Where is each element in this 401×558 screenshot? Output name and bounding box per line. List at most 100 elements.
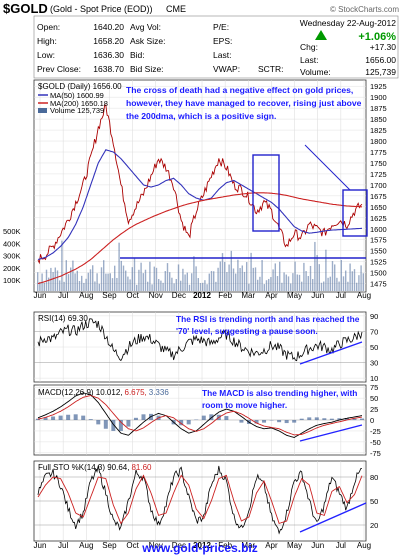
month-label-bottom: Dec	[172, 541, 186, 550]
exchange-label: CME	[166, 4, 186, 14]
volume-bar	[235, 273, 237, 291]
annotation-macd: The MACD is also trending higher, with r…	[202, 388, 358, 410]
price-tick-label: 1775	[370, 148, 387, 157]
quote-mid-label: Ask Size:	[130, 36, 165, 46]
quote-field-value: 1638.70	[93, 64, 124, 74]
volume-bar	[109, 273, 111, 291]
price-tick-label: 1625	[370, 214, 387, 223]
volume-bar	[94, 281, 96, 291]
macd-tick-label: 50	[370, 394, 378, 403]
legend-ma50: MA(50) 1600.99	[50, 91, 104, 100]
volume-bar	[259, 276, 261, 291]
month-label-price: May	[287, 291, 302, 300]
volume-bar	[334, 264, 336, 291]
volume-bar	[144, 269, 147, 291]
volume-bar	[114, 265, 116, 291]
volume-bar	[67, 274, 70, 291]
price-tick-label: 1675	[370, 192, 387, 201]
volume-bar	[230, 250, 232, 291]
volume-bar	[252, 267, 254, 291]
volume-bar	[191, 273, 193, 291]
month-label-price: Jul	[336, 291, 346, 300]
volume-bar	[96, 273, 98, 291]
volume-bar	[162, 282, 164, 291]
watermark: © StockCharts.com	[330, 5, 399, 14]
up-arrow-icon	[315, 30, 327, 40]
tick-layer: Jun Jun Jul Jul Aug Aug Sep Sep Oct Oct Nov Nov Dec D…	[3, 82, 387, 550]
volume-bar	[254, 267, 257, 291]
volume-bar	[272, 269, 274, 291]
volume-bar	[74, 273, 76, 291]
volume-bar	[56, 270, 59, 291]
sctr-label: SCTR:	[258, 64, 284, 74]
volume-bar	[281, 282, 283, 291]
rsi-trendline	[299, 341, 363, 365]
volume-tick-label: 100K	[3, 276, 21, 285]
macd-trendline	[299, 424, 363, 442]
volume-bar	[331, 261, 334, 291]
volume-bar	[180, 280, 182, 291]
volume-bar	[226, 272, 228, 291]
volume-bar	[169, 272, 171, 291]
volume-bar	[353, 269, 356, 291]
quote-field-value: 1658.20	[93, 36, 124, 46]
volume-bar	[285, 274, 287, 291]
macd-tick-label: -50	[370, 438, 381, 447]
macd-histogram-bar	[209, 414, 214, 420]
month-label-bottom: Aug	[79, 541, 93, 550]
volume-bar	[309, 265, 312, 291]
price-tick-label: 1875	[370, 104, 387, 113]
macd-histogram-bar	[43, 417, 48, 420]
volume-bar	[316, 255, 318, 291]
quote-field-label: Low:	[37, 50, 55, 60]
quote-right-label: P/E:	[213, 22, 229, 32]
rsi-tick-label: 70	[370, 327, 378, 336]
quote-mid-label: Bid Size:	[130, 64, 164, 74]
quote-summary-value: +17.30	[370, 42, 397, 52]
volume-bar	[182, 268, 184, 291]
volume-bar	[155, 267, 158, 291]
quote-field-label: Open:	[37, 22, 60, 32]
macd-histogram-bar	[111, 420, 116, 431]
highlight-box-april	[252, 154, 280, 232]
month-label-price: Aug	[357, 291, 371, 300]
volume-bar	[116, 277, 118, 291]
macd-label: MACD(12,26,9) 10.012, 6.675, 3.336	[38, 388, 169, 397]
volume-bar	[232, 268, 235, 291]
macd-tick-label: -75	[370, 449, 381, 458]
volume-bars	[37, 240, 364, 291]
macd-histogram-bar	[133, 417, 138, 420]
macd-histogram-bar	[314, 417, 319, 420]
month-label-price: Nov	[149, 291, 163, 300]
volume-bar	[52, 272, 54, 291]
macd-histogram-bar	[224, 416, 229, 420]
month-label-price: Dec	[172, 291, 186, 300]
quote-field-value: 1636.30	[93, 50, 124, 60]
volume-bar	[76, 270, 78, 291]
quote-field-label: High:	[37, 36, 57, 46]
month-label-bottom: Sep	[102, 541, 117, 550]
month-label-price: Jun	[311, 291, 324, 300]
footer-url[interactable]: www.gold-prices.biz	[141, 541, 258, 555]
volume-bar	[85, 278, 87, 291]
month-label-price: Feb	[218, 291, 232, 300]
price-tick-label: 1850	[370, 115, 387, 124]
volume-bar	[305, 271, 307, 291]
volume-bar	[221, 253, 224, 291]
macd-histogram-bar	[344, 418, 349, 420]
volume-bar	[184, 274, 186, 291]
rsi-label: RSI(14) 69.30	[38, 314, 88, 323]
month-label-bottom: Feb	[218, 541, 232, 550]
quote-summary-label: Last:	[300, 55, 318, 65]
grid-layer	[34, 80, 366, 541]
volume-bar	[125, 270, 127, 291]
volume-bar	[279, 261, 281, 291]
volume-bar	[349, 263, 351, 291]
volume-bar	[325, 249, 327, 291]
volume-bar	[195, 266, 197, 291]
sto-label: Full STO %K(14,3) 90.64, 81.60	[38, 463, 152, 472]
symbol-description: (Gold - Spot Price (EOD))	[50, 4, 153, 14]
volume-bar	[202, 282, 204, 291]
